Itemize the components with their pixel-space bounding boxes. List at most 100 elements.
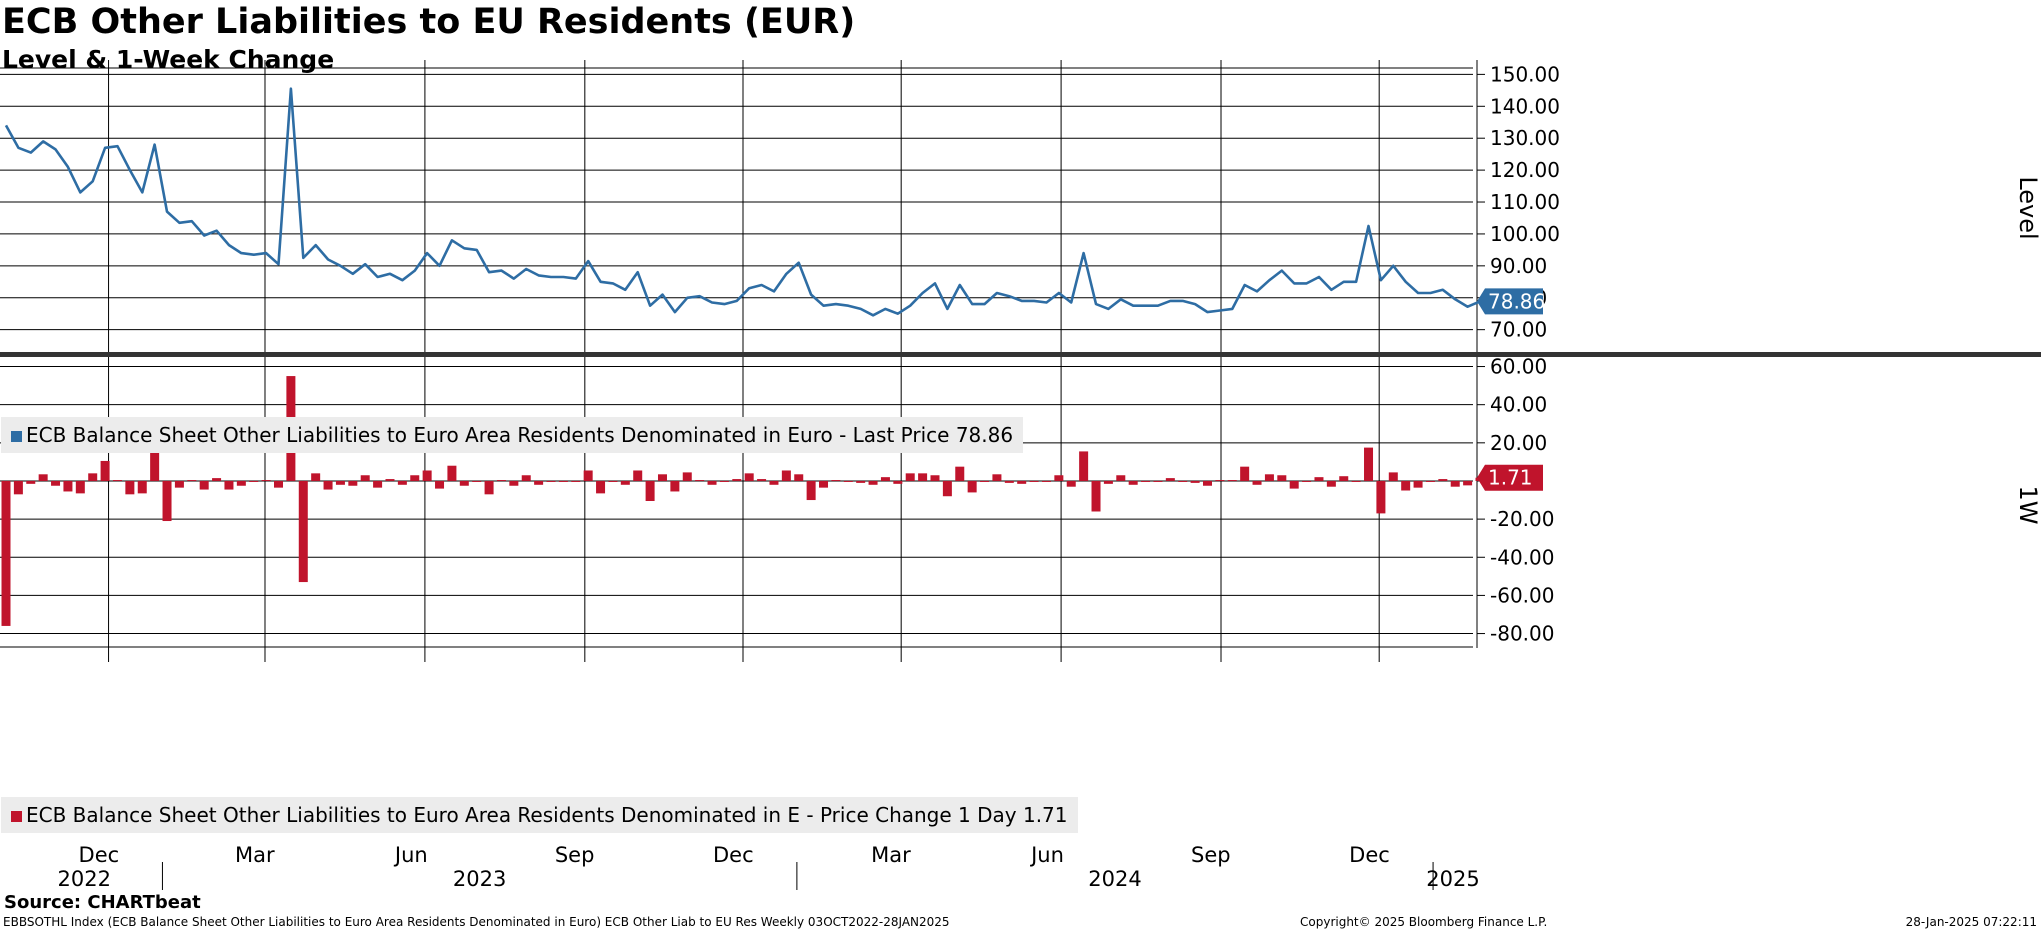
change-bar (918, 473, 928, 481)
legend-change: ECB Balance Sheet Other Liabilities to E… (1, 797, 1078, 833)
change-bar (1128, 480, 1138, 485)
level-tick-label: 110.00 (1490, 190, 1560, 214)
change-bar (1103, 480, 1113, 484)
change-bar (323, 480, 333, 490)
change-bar (435, 480, 445, 489)
change-bar (373, 480, 383, 488)
change-bar (1252, 480, 1262, 485)
change-bar (63, 480, 73, 492)
change-bar (893, 480, 903, 484)
change-bar (459, 480, 469, 486)
change-bar (905, 473, 915, 481)
change-bar (1413, 480, 1423, 488)
change-bar (1215, 480, 1225, 482)
level-tick-label: 130.00 (1490, 126, 1560, 150)
change-bar (521, 475, 531, 481)
change-bar (1091, 480, 1101, 512)
x-tick-label-month: Jun (1029, 843, 1064, 867)
change-bar (187, 480, 197, 482)
x-tick-label-month: Dec (713, 843, 754, 867)
change-bar (682, 472, 692, 481)
x-tick-label-month: Mar (871, 843, 911, 867)
change-bar (757, 479, 767, 481)
change-bar (1339, 476, 1349, 481)
change-tick-label: 40.00 (1490, 393, 1547, 417)
change-bar (744, 473, 754, 481)
change-bar (224, 480, 234, 490)
change-bar (534, 480, 544, 485)
change-bar (719, 480, 729, 482)
x-tick-label-month: Jun (393, 843, 428, 867)
change-bar (831, 480, 841, 482)
change-bar (236, 480, 246, 486)
change-bar (51, 480, 61, 486)
change-tick-label: -80.00 (1490, 622, 1554, 646)
change-bar (1054, 475, 1064, 481)
change-bar (1116, 475, 1126, 481)
level-tick-label: 70.00 (1490, 318, 1547, 342)
change-bar (670, 480, 680, 492)
change-bar (1066, 480, 1076, 487)
level-tick-label: 90.00 (1490, 254, 1547, 278)
change-bar (1438, 479, 1448, 481)
legend-level-text: ECB Balance Sheet Other Liabilities to E… (26, 423, 1014, 447)
change-bar (868, 480, 878, 485)
change-bar (1463, 480, 1473, 486)
change-bar (1401, 480, 1411, 491)
level-tick-label: 140.00 (1490, 94, 1560, 118)
x-tick-label-month: Dec (1349, 843, 1390, 867)
change-tick-label: 20.00 (1490, 431, 1547, 455)
change-bar (942, 480, 952, 497)
change-bar (843, 480, 853, 482)
change-bar (199, 480, 209, 490)
change-bar (1351, 480, 1361, 482)
change-bar (1240, 466, 1250, 481)
change-bar (26, 480, 36, 484)
x-tick-label-year: 2022 (57, 867, 110, 891)
change-bar (1376, 480, 1386, 514)
change-bar (571, 480, 581, 482)
x-tick-label-year: 2024 (1088, 867, 1141, 891)
change-bar (633, 470, 643, 481)
legend-change-swatch (11, 811, 22, 822)
change-bar (1450, 480, 1460, 487)
change-bar (472, 480, 482, 482)
change-bar (1041, 480, 1051, 482)
change-bar (608, 480, 618, 482)
legend-level: ECB Balance Sheet Other Liabilities to E… (1, 417, 1024, 453)
change-bar (558, 480, 568, 482)
chart-subtitle: Level & 1-Week Change (2, 45, 335, 74)
change-bar (596, 480, 606, 494)
change-bar (1227, 480, 1237, 482)
x-tick-label-year: 2023 (453, 867, 506, 891)
change-bar (1202, 480, 1212, 486)
change-bar (125, 480, 135, 495)
change-bar (1079, 451, 1089, 481)
change-bar (212, 478, 222, 481)
change-bar (794, 474, 804, 481)
change-bar (707, 480, 717, 485)
change-bar (348, 480, 358, 486)
change-bar (447, 465, 457, 481)
legend-level-swatch (11, 431, 22, 442)
change-tick-label: -40.00 (1490, 545, 1554, 569)
legend-change-text: ECB Balance Sheet Other Liabilities to E… (26, 803, 1068, 827)
change-bar (1004, 480, 1014, 483)
change-bar (819, 480, 829, 488)
change-bar (645, 480, 655, 501)
change-tick-label: -60.00 (1490, 583, 1554, 607)
change-bar (1302, 480, 1312, 482)
change-bar (1326, 480, 1336, 487)
change-bar (1289, 480, 1299, 489)
change-bar (174, 480, 184, 488)
change-bar (38, 474, 48, 481)
change-bar (311, 473, 321, 481)
change-bar (509, 480, 519, 486)
x-tick-label-month: Mar (235, 843, 275, 867)
change-axis-title: 1W (2014, 486, 2041, 525)
panel-divider (0, 352, 2041, 357)
change-bar (1277, 475, 1287, 481)
change-bar (150, 452, 160, 481)
change-bar (410, 475, 420, 481)
